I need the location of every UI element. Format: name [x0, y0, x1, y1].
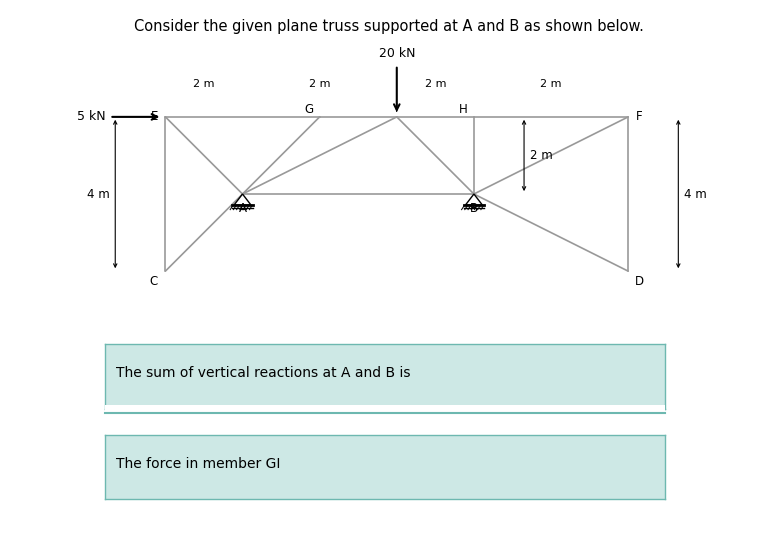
- Text: H: H: [459, 104, 468, 116]
- Text: E: E: [151, 111, 158, 123]
- Polygon shape: [465, 194, 482, 205]
- Text: 2 m: 2 m: [425, 79, 446, 89]
- Text: The force in member GI: The force in member GI: [116, 457, 281, 471]
- Text: C: C: [149, 276, 158, 288]
- Text: F: F: [636, 111, 643, 123]
- Text: 20 kN: 20 kN: [379, 47, 415, 60]
- Text: I: I: [395, 102, 398, 115]
- Text: The sum of vertical reactions at A and B is: The sum of vertical reactions at A and B…: [116, 366, 411, 380]
- Text: G: G: [304, 104, 314, 116]
- Text: 5 kN: 5 kN: [77, 111, 106, 123]
- Text: D: D: [634, 276, 643, 288]
- Text: 2 m: 2 m: [540, 79, 562, 89]
- Text: Consider the given plane truss supported at A and B as shown below.: Consider the given plane truss supported…: [134, 19, 644, 34]
- Polygon shape: [234, 194, 251, 205]
- Text: B: B: [470, 202, 478, 215]
- Text: 2 m: 2 m: [309, 79, 331, 89]
- Text: 4 m: 4 m: [684, 187, 707, 201]
- Text: 2 m: 2 m: [530, 149, 552, 162]
- Text: A: A: [239, 202, 247, 215]
- Text: 4 m: 4 m: [86, 187, 110, 201]
- Text: 2 m: 2 m: [193, 79, 215, 89]
